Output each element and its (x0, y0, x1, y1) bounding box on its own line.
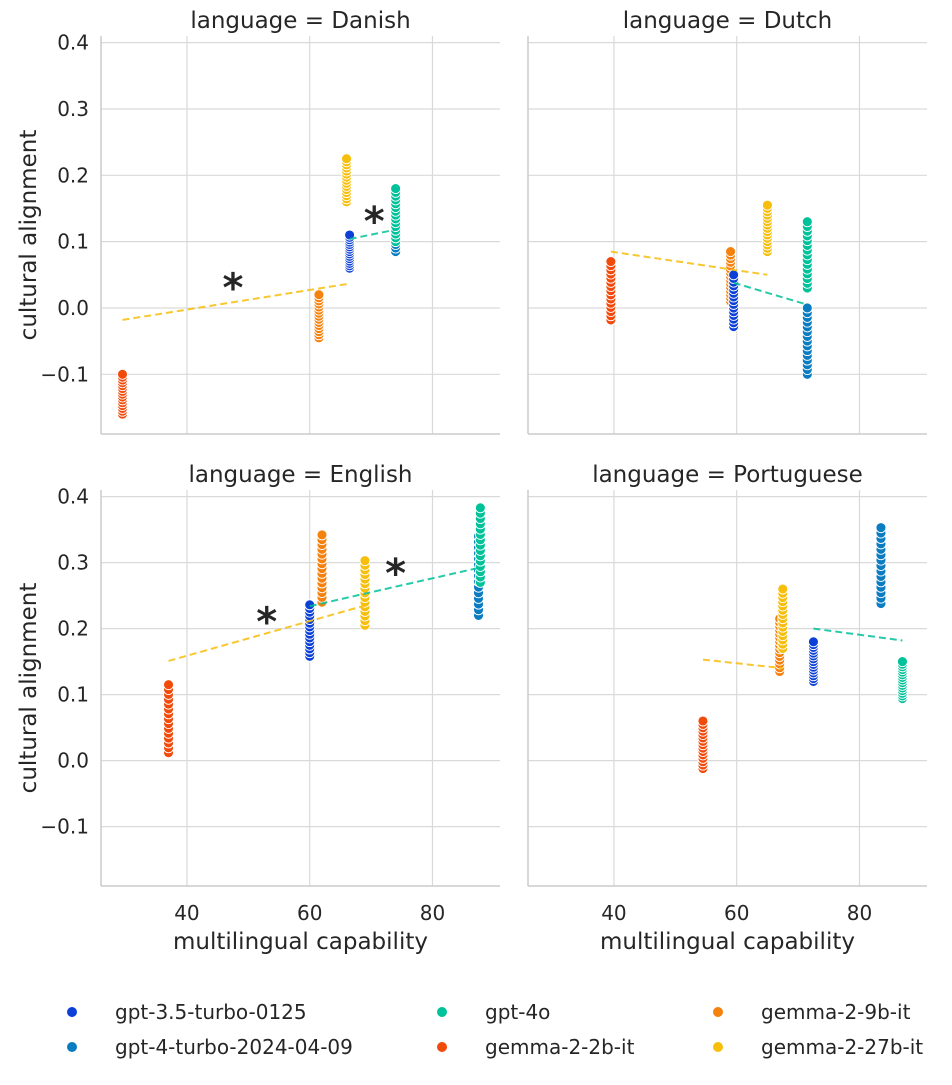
panel-title-danish: language = Danish (190, 8, 410, 34)
point-portuguese-gpt-4-turbo-2024-04-09 (875, 522, 887, 534)
point-dutch-gemma-2-9b-it (725, 246, 737, 258)
trendline-english-gpt (309, 566, 479, 608)
legend-label-gemma-2-27b-it: gemma-2-27b-it (761, 1035, 923, 1059)
legend-marker-gemma-2-27b-it (713, 1042, 723, 1052)
trendline-portuguese-gemma (702, 658, 783, 670)
point-dutch-gemma-2-2b-it (605, 256, 617, 267)
point-english-gemma-2-9b-it (316, 529, 328, 541)
point-english-gpt-4o (474, 502, 486, 514)
panel-title-dutch: language = Dutch (623, 8, 833, 34)
y-tick-label-danish-5: 0.4 (57, 31, 89, 55)
significance-marker-english-gemma: * (256, 599, 277, 645)
point-danish-gemma-2-2b-it (117, 368, 128, 380)
y-axis-title-danish: cultural alignment (16, 130, 42, 341)
significance-marker-english-gpt: * (385, 551, 406, 597)
point-english-gemma-2-27b-it (359, 555, 371, 567)
legend-label-gpt-3-5-turbo-0125: gpt-3.5-turbo-0125 (115, 1000, 307, 1024)
point-dutch-gpt-4o (801, 216, 813, 228)
legend-marker-gpt-3-5-turbo-0125 (67, 1007, 77, 1017)
panel-title-english: language = English (188, 462, 412, 488)
legend-marker-gemma-2-9b-it (713, 1007, 723, 1017)
trendline-dutch-gpt (733, 281, 808, 306)
trendline-english-gemma (168, 604, 366, 662)
point-danish-gpt-4o (390, 183, 402, 195)
x-tick-label-english-60: 60 (297, 901, 322, 925)
trendline-danish-gemma (122, 283, 347, 321)
point-danish-gemma-2-9b-it (313, 289, 325, 301)
legend-marker-gpt-4o (437, 1007, 447, 1017)
x-axis-title-portuguese: multilingual capability (600, 929, 855, 955)
point-portuguese-gpt-3-5-turbo-0125 (807, 636, 819, 648)
y-axis-title-english: cultural alignment (16, 583, 42, 794)
point-dutch-gpt-4-turbo-2024-04-09 (801, 302, 813, 314)
y-tick-label-danish-2: 0.1 (57, 230, 89, 254)
point-portuguese-gemma-2-2b-it (697, 715, 709, 727)
y-tick-label-english-4: 0.3 (57, 551, 89, 575)
legend-marker-gpt-4-turbo-2024-04-09 (67, 1042, 77, 1052)
legend-label-gemma-2-9b-it: gemma-2-9b-it (761, 1000, 911, 1024)
x-tick-label-portuguese-80: 80 (847, 901, 872, 925)
legend-label-gpt-4-turbo-2024-04-09: gpt-4-turbo-2024-04-09 (115, 1035, 353, 1059)
legend-label-gpt-4o: gpt-4o (485, 1000, 550, 1024)
legend-marker-gemma-2-2b-it (437, 1042, 447, 1052)
y-tick-label-english-0: −0.1 (40, 815, 89, 839)
x-tick-label-english-80: 80 (420, 901, 445, 925)
panel-title-portuguese: language = Portuguese (592, 462, 863, 488)
point-dutch-gemma-2-27b-it (761, 199, 773, 211)
point-english-gemma-2-2b-it (163, 679, 174, 691)
point-portuguese-gpt-4o (896, 656, 908, 668)
significance-marker-danish-gemma: * (223, 265, 244, 311)
x-tick-label-english-40: 40 (174, 901, 199, 925)
trendline-portuguese-gpt (813, 627, 903, 642)
y-tick-label-english-2: 0.1 (57, 683, 89, 707)
y-tick-label-english-1: 0.0 (57, 749, 89, 773)
trendline-danish-gpt (349, 228, 396, 240)
y-tick-label-english-3: 0.2 (57, 617, 89, 641)
y-tick-label-danish-0: −0.1 (40, 362, 89, 386)
point-portuguese-gemma-2-27b-it (777, 583, 789, 595)
trendline-dutch-gemma (610, 250, 768, 276)
y-tick-label-english-5: 0.4 (57, 485, 89, 509)
significance-marker-danish-gpt: * (364, 199, 385, 245)
x-tick-label-portuguese-60: 60 (724, 901, 749, 925)
point-danish-gemma-2-27b-it (341, 153, 352, 165)
legend-label-gemma-2-2b-it: gemma-2-2b-it (485, 1035, 635, 1059)
y-tick-label-danish-3: 0.2 (57, 163, 89, 187)
y-tick-label-danish-1: 0.0 (57, 296, 89, 320)
x-axis-title-english: multilingual capability (173, 929, 428, 955)
y-tick-label-danish-4: 0.3 (57, 97, 89, 121)
x-tick-label-portuguese-40: 40 (601, 901, 626, 925)
